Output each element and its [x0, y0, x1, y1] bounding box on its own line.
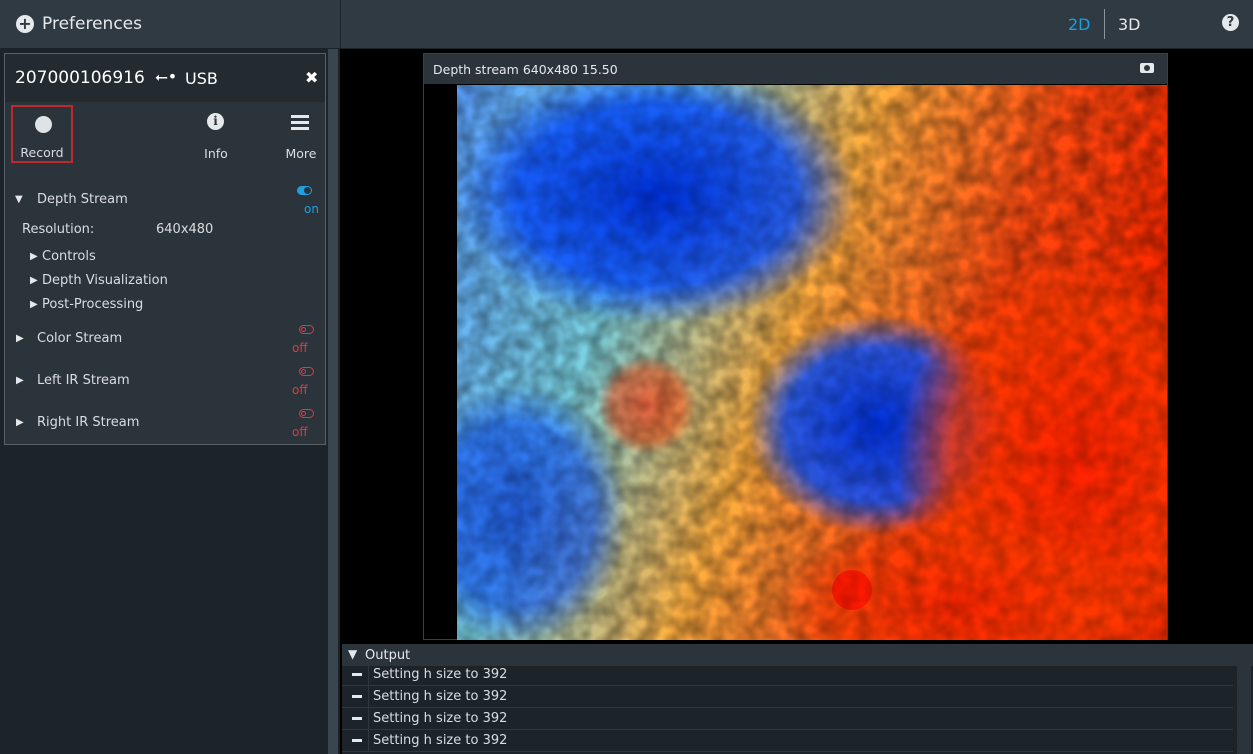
preferences-label: Preferences: [42, 14, 142, 34]
right-ir-stream-state: off: [292, 425, 308, 439]
depth-stream-label[interactable]: Depth Stream: [37, 192, 128, 207]
record-label: Record: [20, 145, 64, 160]
expand-triangle-icon[interactable]: ▶: [30, 275, 38, 286]
left-ir-stream-toggle[interactable]: [299, 367, 314, 376]
depth-visualization-section[interactable]: Depth Visualization: [42, 273, 168, 288]
device-panel: 207000106916 ⭠• USB ✖ Record i Info More…: [4, 53, 326, 445]
left-ir-stream-state: off: [292, 383, 308, 397]
device-serial: 207000106916: [15, 68, 145, 88]
usb-icon: ⭠•: [155, 67, 178, 86]
minus-icon: [352, 695, 362, 698]
color-stream-toggle[interactable]: [299, 325, 314, 334]
log-text: Setting h size to 392: [373, 711, 508, 726]
camera-icon[interactable]: [1140, 63, 1154, 73]
expand-triangle-icon[interactable]: ▶: [16, 417, 24, 428]
top-bar: + Preferences 2D 3D ?: [0, 0, 1253, 49]
preferences-button[interactable]: + Preferences: [16, 12, 142, 36]
info-icon: i: [207, 113, 224, 130]
view-3d-button[interactable]: 3D: [1118, 15, 1141, 34]
sidebar-scrollbar[interactable]: [328, 49, 338, 754]
record-button[interactable]: Record: [11, 105, 73, 163]
minus-icon: [352, 739, 362, 742]
minus-icon: [352, 673, 362, 676]
view-2d-button[interactable]: 2D: [1068, 15, 1091, 34]
right-ir-stream-label[interactable]: Right IR Stream: [37, 415, 140, 430]
expand-triangle-icon[interactable]: ▶: [30, 299, 38, 310]
log-text: Setting h size to 392: [373, 667, 508, 682]
info-label: Info: [204, 146, 228, 161]
expand-triangle-icon[interactable]: ▶: [16, 333, 24, 344]
depth-stream-toggle[interactable]: [297, 186, 312, 195]
close-icon[interactable]: ✖: [305, 68, 319, 87]
left-ir-stream-label[interactable]: Left IR Stream: [37, 373, 130, 388]
view-divider: [1104, 9, 1105, 39]
color-stream-state: off: [292, 341, 308, 355]
log-text: Setting h size to 392: [373, 733, 508, 748]
right-ir-stream-toggle[interactable]: [299, 409, 314, 418]
output-scrollbar[interactable]: [1237, 666, 1251, 754]
viewer-header: Depth stream 640x480 15.50: [424, 54, 1167, 84]
resolution-value[interactable]: 640x480: [156, 222, 214, 237]
depth-viewer: Depth stream 640x480 15.50: [423, 53, 1168, 640]
info-button[interactable]: i Info: [186, 106, 246, 162]
collapse-triangle-icon[interactable]: ▼: [15, 194, 23, 205]
output-title[interactable]: Output: [365, 648, 411, 663]
plus-icon: +: [16, 15, 34, 33]
resolution-label: Resolution:: [22, 222, 95, 237]
depth-image[interactable]: [457, 85, 1167, 640]
log-row[interactable]: Setting h size to 392: [342, 708, 1233, 730]
color-stream-label[interactable]: Color Stream: [37, 331, 123, 346]
collapse-triangle-icon[interactable]: ▼: [348, 647, 358, 661]
log-row[interactable]: Setting h size to 392: [342, 664, 1233, 686]
expand-triangle-icon[interactable]: ▶: [30, 251, 38, 262]
more-button[interactable]: More: [271, 106, 331, 162]
viewer-title: Depth stream 640x480 15.50: [433, 62, 618, 77]
log-row[interactable]: Setting h size to 392: [342, 686, 1233, 708]
record-icon: [35, 116, 52, 133]
sidebar: 207000106916 ⭠• USB ✖ Record i Info More…: [0, 49, 340, 754]
controls-section[interactable]: Controls: [42, 249, 96, 264]
depth-colormap-svg: [457, 85, 1167, 640]
minus-icon: [352, 717, 362, 720]
menu-icon: [291, 115, 309, 130]
connection-label: USB: [185, 69, 218, 88]
post-processing-section[interactable]: Post-Processing: [42, 297, 144, 312]
log-row[interactable]: Setting h size to 392: [342, 730, 1233, 752]
more-label: More: [285, 146, 317, 161]
depth-stream-state: on: [304, 202, 319, 216]
output-header: ▼ Output: [342, 644, 1253, 666]
help-icon[interactable]: ?: [1222, 14, 1239, 31]
output-panel: ▼ Output Setting h size to 392 Setting h…: [342, 644, 1253, 754]
expand-triangle-icon[interactable]: ▶: [16, 375, 24, 386]
log-text: Setting h size to 392: [373, 689, 508, 704]
device-header: 207000106916 ⭠• USB ✖: [5, 54, 325, 102]
topbar-divider: [340, 0, 341, 48]
